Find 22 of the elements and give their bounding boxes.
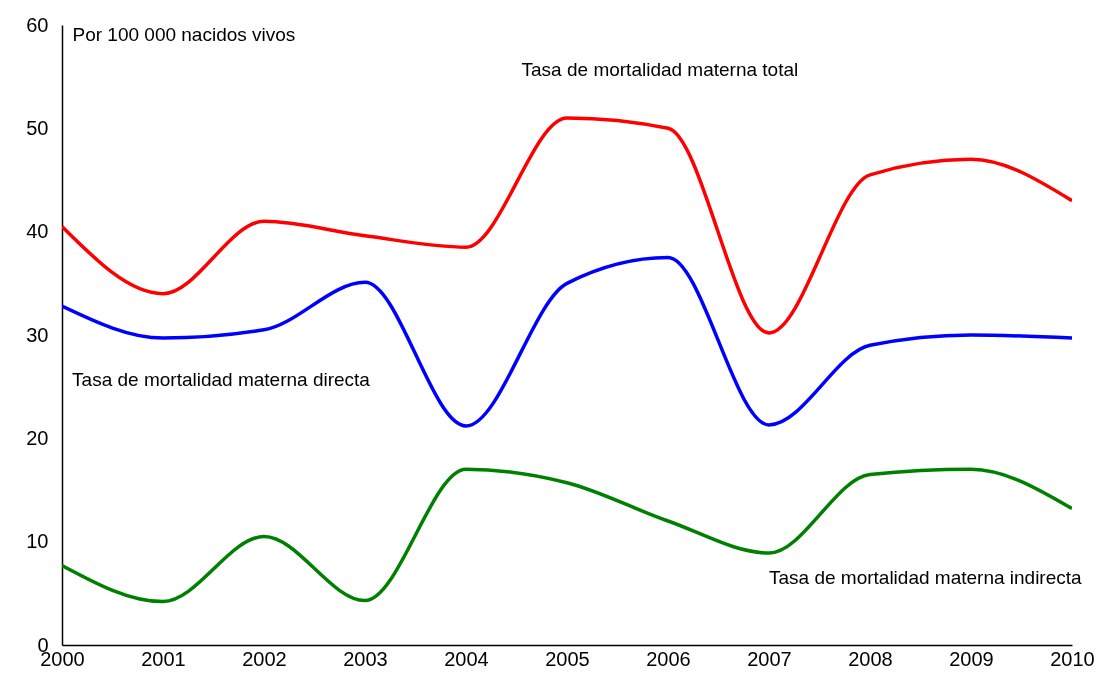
line-series — [62, 116, 1072, 335]
text: Tasa de mortalidad materna directa — [72, 369, 371, 391]
y-tick-label: 40 — [26, 220, 49, 243]
x-tick-label: 2002 — [242, 647, 287, 670]
x-tick-label: 2010 — [1050, 647, 1095, 670]
x-tick-label: 2008 — [848, 647, 893, 670]
line-series — [62, 255, 1072, 428]
x-tick-label: 2005 — [545, 647, 590, 670]
x-tick-label: 2007 — [747, 647, 792, 670]
y-tick-label: 10 — [26, 530, 49, 553]
x-tick-label: 2006 — [646, 647, 691, 670]
series-label: Tasa de mortalidad materna indirecta — [769, 566, 1083, 588]
x-tick-label: 2001 — [141, 647, 186, 670]
y-tick-label: 60 — [26, 13, 49, 36]
x-tick-label: 2004 — [444, 647, 489, 670]
text: Tasa de mortalidad materna total — [521, 59, 799, 81]
y-axis-title: Por 100 000 nacidos vivos — [72, 23, 296, 45]
x-tick-label: 2009 — [949, 647, 994, 670]
y-tick-label: 30 — [26, 323, 49, 346]
y-tick-label: 50 — [26, 116, 49, 139]
x-tick-label: 2003 — [343, 647, 388, 670]
y-tick-label: 20 — [26, 426, 49, 449]
